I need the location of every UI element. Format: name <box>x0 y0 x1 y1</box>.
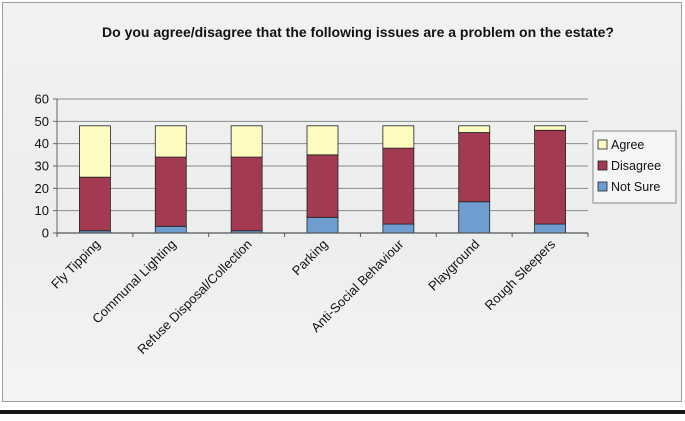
bar-not-sure <box>382 223 415 234</box>
legend-swatch <box>597 139 608 150</box>
category-label: Playground <box>425 237 482 294</box>
y-tick-label: 0 <box>42 226 49 241</box>
category-label: Rough Sleepers <box>482 236 559 313</box>
bar-not-sure <box>534 223 566 234</box>
bar-disagree <box>79 176 111 232</box>
y-tick-label: 30 <box>35 159 49 174</box>
bar-not-sure <box>154 225 187 234</box>
chart-area <box>2 2 682 402</box>
category-label: Parking <box>289 237 331 279</box>
legend-label: Not Sure <box>611 180 660 194</box>
y-axis-ticks: 0 10 20 30 40 50 60 <box>35 92 49 241</box>
bottom-divider <box>0 410 685 414</box>
bar-disagree <box>458 132 491 203</box>
category-label: Fly Tipping <box>48 237 103 292</box>
y-tick-label: 40 <box>35 136 49 151</box>
y-tick-label: 50 <box>35 114 49 129</box>
bar-disagree <box>306 154 339 218</box>
legend-swatch <box>597 160 608 171</box>
bar-not-sure <box>306 216 339 234</box>
bar-agree <box>534 125 566 131</box>
chart-title: Do you agree/disagree that the following… <box>102 24 614 40</box>
legend: Agree Disagree Not Sure <box>592 130 677 204</box>
bar-disagree <box>154 156 187 227</box>
bar-not-sure <box>458 201 491 234</box>
legend-swatch <box>597 181 608 192</box>
bar-agree <box>79 125 111 178</box>
bar-agree <box>230 125 263 158</box>
bar-agree <box>306 125 339 156</box>
x-axis <box>56 232 589 237</box>
bar-agree <box>458 125 491 133</box>
bar-disagree <box>230 156 263 232</box>
y-tick-label: 10 <box>35 203 49 218</box>
bar-disagree <box>382 147 415 225</box>
legend-label: Disagree <box>611 159 661 173</box>
y-tick-label: 20 <box>35 181 49 196</box>
legend-label: Agree <box>611 138 644 152</box>
category-label: Communal Lighting <box>89 237 179 327</box>
y-tick-label: 60 <box>35 92 49 107</box>
bar-disagree <box>534 129 566 225</box>
bars <box>79 125 566 234</box>
bar-agree <box>154 125 187 158</box>
bar-agree <box>382 125 415 149</box>
